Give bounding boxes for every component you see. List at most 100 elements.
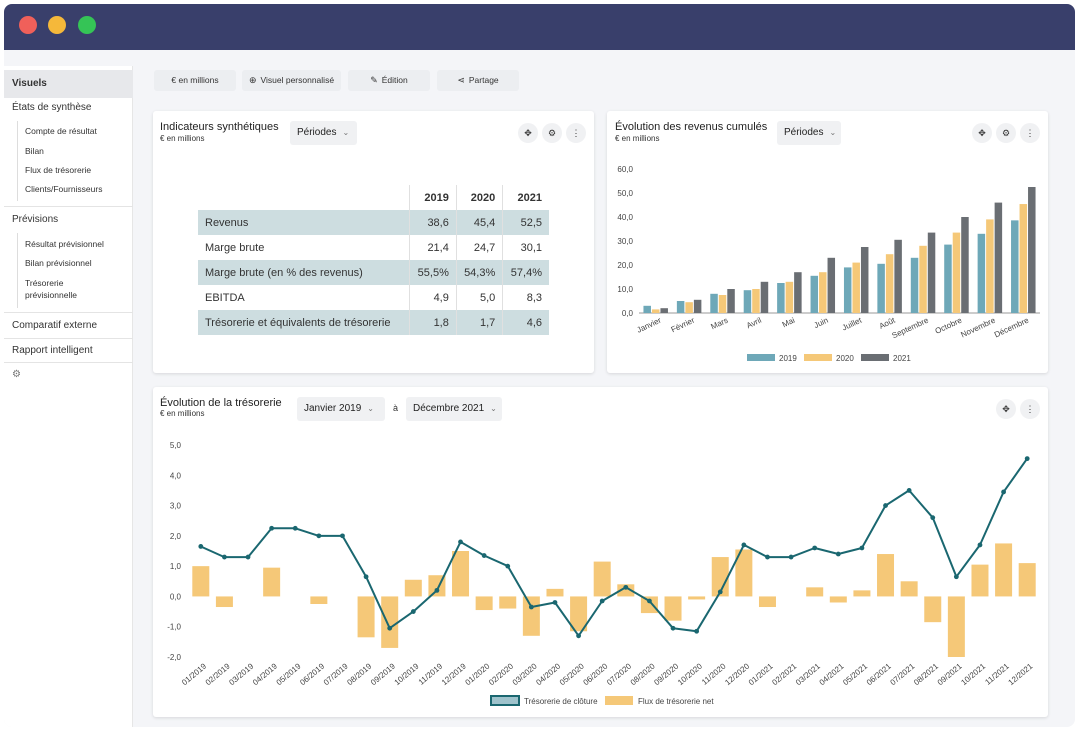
data-point xyxy=(906,488,912,493)
gear-icon[interactable]: ⚙ xyxy=(542,123,562,143)
sidebar-item-bilan[interactable]: Bilan xyxy=(25,146,44,156)
sidebar-item-clients-fournisseurs[interactable]: Clients/Fournisseurs xyxy=(25,184,103,194)
x-tick-label: 06/2019 xyxy=(298,661,326,687)
more-options-icon[interactable]: ⋮ xyxy=(566,123,586,143)
data-point xyxy=(1024,456,1030,462)
bar xyxy=(688,596,706,600)
cash-chart-title: Évolution de la trésorerie xyxy=(160,397,282,409)
y-tick-label: 0,0 xyxy=(170,592,182,601)
x-tick-label: 05/2020 xyxy=(558,661,586,687)
move-icon[interactable]: ✥ xyxy=(518,123,538,143)
bar xyxy=(676,301,685,313)
data-point xyxy=(528,604,534,610)
end-date-dropdown[interactable]: Décembre 2021 ⌄ xyxy=(406,397,502,421)
x-tick-label: 02/2020 xyxy=(487,661,515,687)
sidebar-item-flux-de-tresorerie[interactable]: Flux de trésorerie xyxy=(25,165,92,175)
period-label: Périodes xyxy=(297,127,337,138)
bar xyxy=(263,567,281,597)
indicators-subtitle: € en millions xyxy=(160,134,205,143)
sidebar-item-tresorerie-previsionnelle[interactable]: Trésorerie prévisionnelle xyxy=(4,278,133,302)
gear-icon[interactable]: ⚙ xyxy=(996,123,1016,143)
bar xyxy=(877,554,895,597)
indicators-card: Indicateurs synthétiques € en millions P… xyxy=(153,111,594,373)
sidebar-section-etats-de-synthese[interactable]: États de synthèse xyxy=(12,102,92,113)
bar xyxy=(643,305,651,313)
move-icon[interactable]: ✥ xyxy=(972,123,992,143)
pencil-icon: ✎ xyxy=(370,75,378,85)
data-point xyxy=(670,625,676,631)
close-window-button[interactable] xyxy=(19,16,37,34)
bar xyxy=(944,244,952,313)
bar xyxy=(952,232,961,313)
sidebar-section-comparatif-externe[interactable]: Comparatif externe xyxy=(12,320,98,331)
x-tick-label: 03/2019 xyxy=(227,661,255,687)
minimize-window-button[interactable] xyxy=(48,16,66,34)
data-point xyxy=(812,545,818,551)
bar xyxy=(660,308,668,313)
bar xyxy=(785,281,794,313)
bar xyxy=(924,596,942,623)
gear-icon[interactable]: ⚙ xyxy=(12,369,21,380)
sidebar-item-compte-de-resultat[interactable]: Compte de résultat xyxy=(25,126,97,136)
start-date-dropdown[interactable]: Janvier 2019 ⌄ xyxy=(297,397,385,421)
sidebar-section-rapport-intelligent[interactable]: Rapport intelligent xyxy=(12,345,93,356)
move-icon[interactable]: ✥ xyxy=(996,399,1016,419)
data-point xyxy=(1001,489,1006,495)
more-options-icon[interactable]: ⋮ xyxy=(1020,123,1040,143)
units-button[interactable]: € en millions xyxy=(154,70,236,91)
cell-value: 4,6 xyxy=(502,310,549,335)
share-button[interactable]: ⋖ Partage xyxy=(437,70,519,91)
sidebar-item-visuels[interactable]: Visuels xyxy=(4,70,133,98)
data-point xyxy=(363,574,369,580)
data-point xyxy=(647,598,652,604)
bar xyxy=(1019,204,1028,313)
custom-visual-button[interactable]: ⊕ Visuel personnalisé xyxy=(242,70,341,91)
cell-value: 52,5 xyxy=(502,210,549,235)
x-tick-label: 09/2021 xyxy=(936,661,964,687)
bar xyxy=(947,596,965,657)
revenue-period-dropdown[interactable]: Périodes ⌄ xyxy=(777,121,841,145)
bar xyxy=(877,263,885,313)
units-label: € en millions xyxy=(171,75,219,85)
edit-button[interactable]: ✎ Édition xyxy=(348,70,430,91)
bar xyxy=(310,596,328,604)
share-icon: ⋖ xyxy=(457,75,465,85)
x-tick-label: Septembre xyxy=(891,315,931,340)
x-tick-label: 04/2020 xyxy=(534,661,562,687)
cell-value: 4,9 xyxy=(409,285,457,310)
sidebar-item-bilan-previsionnel[interactable]: Bilan prévisionnel xyxy=(25,258,92,268)
cell-value: 21,4 xyxy=(409,235,457,260)
bar xyxy=(711,557,729,597)
sidebar-item-resultat-previsionnel[interactable]: Résultat prévisionnel xyxy=(25,239,104,249)
row-label: Revenus xyxy=(198,210,410,235)
cell-value: 8,3 xyxy=(502,285,549,310)
legend-swatch xyxy=(490,695,520,706)
bar xyxy=(971,564,989,597)
cell-value: 38,6 xyxy=(409,210,457,235)
cash-chart-subtitle: € en millions xyxy=(160,409,205,418)
data-point xyxy=(269,525,275,531)
start-date-label: Janvier 2019 xyxy=(304,403,362,414)
indicators-title: Indicateurs synthétiques xyxy=(160,121,279,133)
bar xyxy=(843,267,852,313)
end-date-label: Décembre 2021 xyxy=(413,403,485,414)
x-tick-label: 11/2020 xyxy=(700,661,728,686)
maximize-window-button[interactable] xyxy=(78,16,96,34)
bar xyxy=(640,596,658,614)
x-tick-label: Mai xyxy=(781,316,797,330)
cell-value: 55,5% xyxy=(409,260,457,285)
y-tick-label: 2,0 xyxy=(170,532,182,541)
table-header-row: 2019 2020 2021 xyxy=(198,185,549,210)
bar xyxy=(927,232,936,313)
indicators-period-dropdown[interactable]: Périodes ⌄ xyxy=(290,121,357,145)
x-tick-label: 04/2021 xyxy=(818,661,846,687)
row-label: EBITDA xyxy=(205,291,245,304)
plus-circle-icon: ⊕ xyxy=(248,75,257,85)
x-tick-label: Janvier xyxy=(635,316,662,335)
more-options-icon[interactable]: ⋮ xyxy=(1020,399,1040,419)
data-point xyxy=(292,525,298,531)
y-tick-label: 20,0 xyxy=(617,261,633,270)
data-point xyxy=(340,533,345,539)
table-row: EBITDA 4,9 5,0 8,3 xyxy=(198,285,549,310)
sidebar-section-previsions[interactable]: Prévisions xyxy=(12,214,59,225)
